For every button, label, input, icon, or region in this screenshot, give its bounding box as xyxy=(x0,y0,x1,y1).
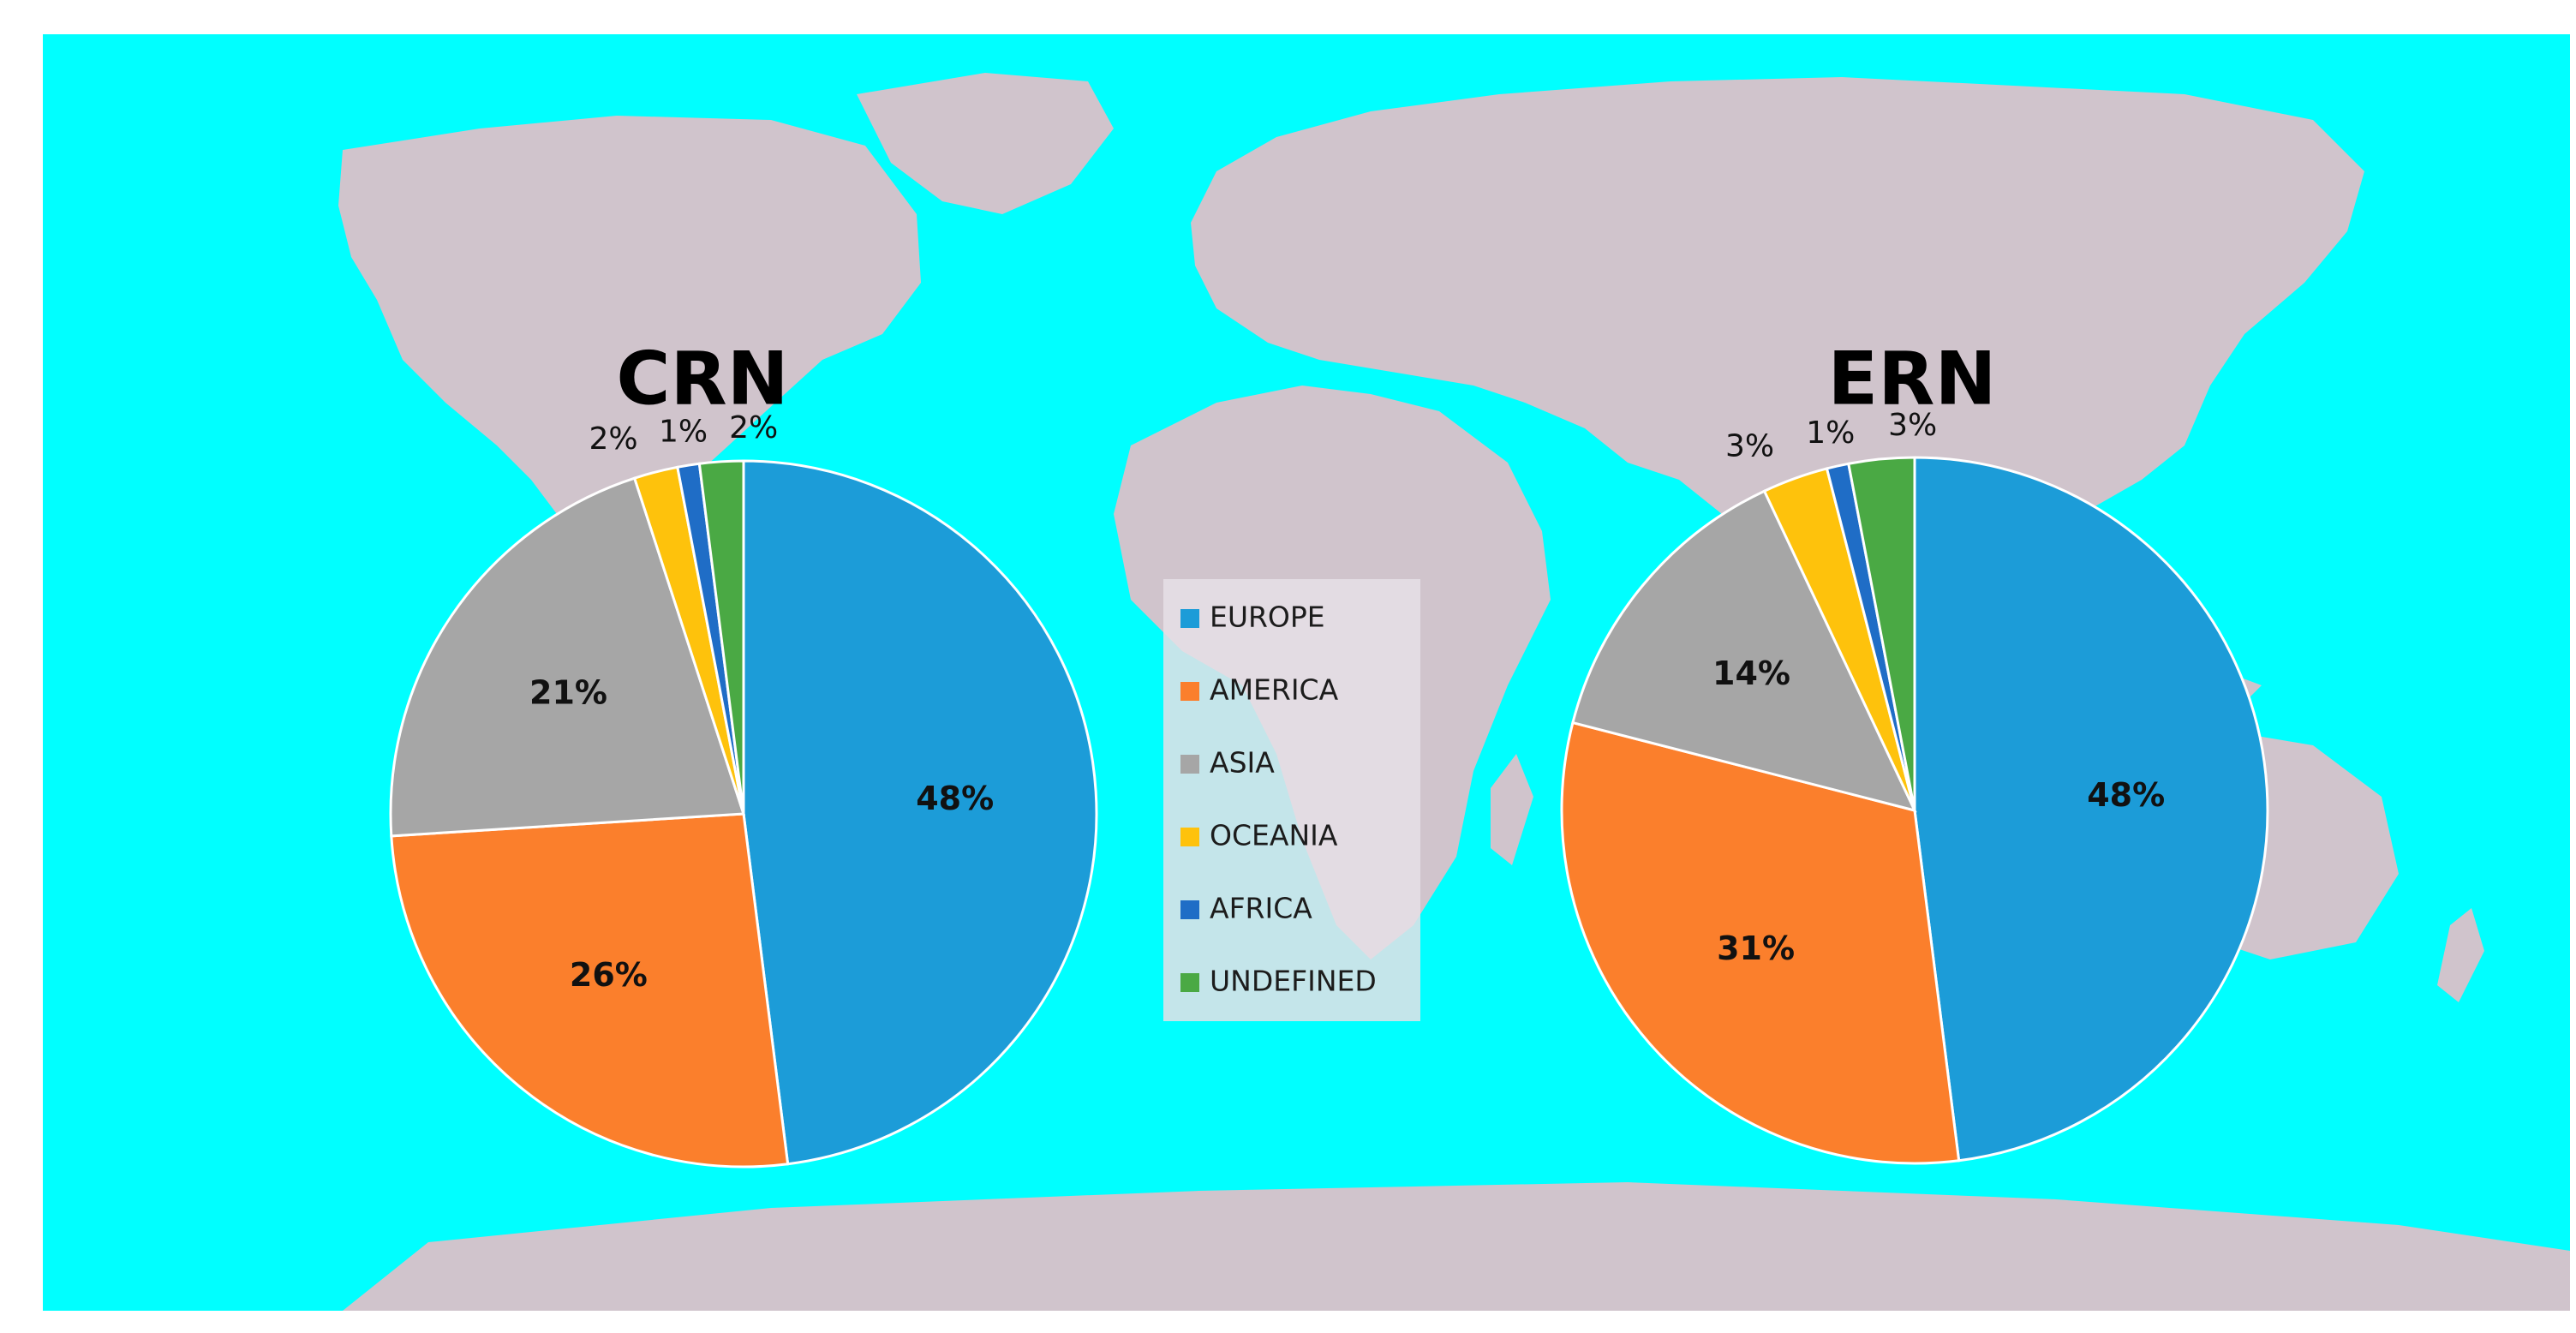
ern-label-asia: 14% xyxy=(1712,655,1790,692)
legend-entry-europe: EUROPE xyxy=(1180,601,1325,634)
legend-box xyxy=(1163,579,1420,1021)
crn-label-asia: 21% xyxy=(529,674,607,712)
crn-pie: 48% 26% 21% 2% 1% 2%CRN xyxy=(389,336,1098,1169)
legend-swatch-africa xyxy=(1180,900,1199,919)
crn-slice-america xyxy=(390,812,790,1169)
legend-label-europe: EUROPE xyxy=(1210,601,1325,634)
land-north-america xyxy=(338,116,921,548)
land-new-zealand xyxy=(2437,908,2484,1002)
legend: EUROPE AMERICA ASIA OCEANIA AFRICA UNDEFINED xyxy=(1163,579,1420,1021)
crn-label-america: 26% xyxy=(570,956,648,994)
crn-label-undefined: 2% xyxy=(729,410,778,445)
ern-label-europe: 48% xyxy=(2087,776,2165,814)
legend-swatch-undefined xyxy=(1180,973,1199,992)
ern-slice-america xyxy=(1560,720,1961,1165)
legend-label-africa: AFRICA xyxy=(1210,892,1312,925)
legend-label-america: AMERICA xyxy=(1210,673,1339,707)
legend-swatch-europe xyxy=(1180,609,1199,628)
legend-entry-africa: AFRICA xyxy=(1180,892,1312,925)
crn-label-africa: 1% xyxy=(659,415,708,450)
crn-title: CRN xyxy=(616,336,788,421)
ern-slice-asia xyxy=(1571,489,1917,813)
legend-label-oceania: OCEANIA xyxy=(1210,819,1338,852)
legend-entry-oceania: OCEANIA xyxy=(1180,819,1338,852)
legend-entry-asia: ASIA xyxy=(1180,746,1275,780)
land-greenland xyxy=(857,73,1114,214)
ern-label-africa: 1% xyxy=(1806,415,1855,451)
ern-title: ERN xyxy=(1828,336,1997,421)
crn-label-europe: 48% xyxy=(916,780,994,817)
ern-label-undefined: 3% xyxy=(1888,408,1937,443)
legend-swatch-oceania xyxy=(1180,828,1199,846)
land-antarctica xyxy=(343,1182,2570,1311)
crn-slice-asia xyxy=(389,476,746,838)
ern-label-oceania: 3% xyxy=(1725,429,1774,464)
crn-slice-undefined xyxy=(697,459,745,815)
ern-slice-undefined xyxy=(1847,456,1916,811)
crn-label-oceania: 2% xyxy=(589,421,638,457)
legend-entry-america: AMERICA xyxy=(1180,673,1339,707)
legend-swatch-asia xyxy=(1180,755,1199,774)
ern-slice-europe xyxy=(1913,456,2269,1163)
ern-label-america: 31% xyxy=(1717,930,1795,967)
land-eurasia xyxy=(1191,77,2364,617)
crn-slice-europe xyxy=(742,459,1098,1166)
legend-label-undefined: UNDEFINED xyxy=(1210,965,1377,998)
ern-pie: 48%31%14%3% 1% 3%ERN xyxy=(1560,336,2269,1165)
legend-entry-undefined: UNDEFINED xyxy=(1180,965,1377,998)
legend-swatch-america xyxy=(1180,682,1199,701)
land-madagascar xyxy=(1491,754,1533,865)
legend-label-asia: ASIA xyxy=(1210,746,1275,780)
